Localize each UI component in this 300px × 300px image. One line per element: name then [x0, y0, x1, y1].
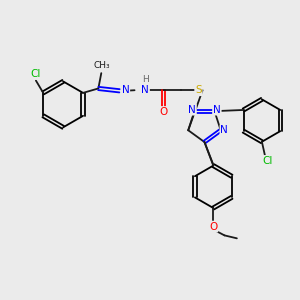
Text: N: N	[220, 125, 228, 135]
Text: N: N	[188, 105, 196, 115]
Text: Cl: Cl	[262, 156, 272, 166]
Text: N: N	[141, 85, 149, 94]
Text: O: O	[160, 107, 168, 117]
Text: N: N	[122, 85, 129, 95]
Text: Cl: Cl	[31, 69, 41, 79]
Text: O: O	[209, 222, 218, 232]
Text: N: N	[213, 105, 221, 115]
Text: CH₃: CH₃	[94, 61, 110, 70]
Text: S: S	[195, 85, 202, 95]
Text: H: H	[142, 74, 148, 83]
